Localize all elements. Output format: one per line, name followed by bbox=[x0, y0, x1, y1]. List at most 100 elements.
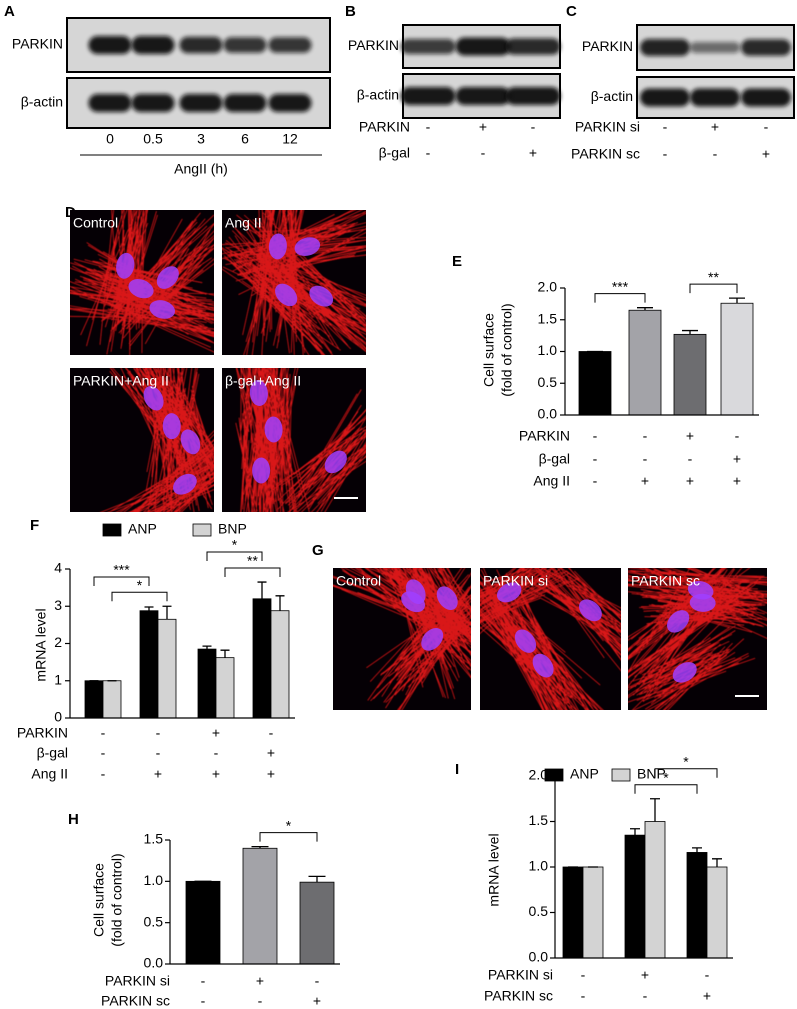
blot-band bbox=[179, 36, 223, 54]
blot-band bbox=[690, 42, 740, 53]
y-axis-label: mRNA level bbox=[486, 833, 502, 906]
blot-band bbox=[400, 87, 456, 105]
bar bbox=[157, 618, 177, 719]
condition-sign: + bbox=[711, 119, 719, 135]
error-bar bbox=[630, 828, 640, 836]
condition-sign: - bbox=[214, 745, 219, 761]
cells bbox=[480, 568, 621, 710]
bar bbox=[562, 866, 584, 959]
bar bbox=[673, 333, 707, 416]
condition-name: PARKIN sc bbox=[101, 993, 170, 1009]
y-tick-label: 1.5 bbox=[529, 812, 549, 828]
bar bbox=[582, 866, 604, 959]
legend-swatch bbox=[544, 768, 564, 782]
error-bar bbox=[712, 858, 722, 867]
condition-sign: - bbox=[688, 451, 693, 467]
blot-band bbox=[505, 38, 561, 55]
significance-label: *** bbox=[113, 562, 130, 578]
error-bar bbox=[144, 606, 154, 611]
blot-row-label: β-actin bbox=[21, 94, 63, 110]
blot-band bbox=[640, 88, 690, 107]
panel-letter: I bbox=[455, 761, 459, 778]
image-caption: Control bbox=[73, 215, 118, 231]
condition-sign: - bbox=[426, 119, 431, 135]
condition-sign: - bbox=[531, 119, 536, 135]
condition-sign: + bbox=[313, 993, 321, 1009]
nucleus bbox=[252, 457, 271, 484]
blot-band bbox=[268, 94, 312, 112]
image-caption: β-gal+Ang II bbox=[225, 373, 301, 389]
cells bbox=[628, 568, 767, 710]
bar bbox=[215, 657, 235, 719]
condition-name: PARKIN si bbox=[105, 973, 170, 989]
nucleus bbox=[687, 580, 714, 600]
condition-sign: + bbox=[267, 766, 275, 782]
cells bbox=[100, 368, 214, 512]
bar bbox=[270, 610, 290, 719]
y-tick-label: 0.0 bbox=[538, 406, 558, 422]
error-bar bbox=[637, 307, 653, 311]
y-axis-label: Cell surface bbox=[91, 863, 107, 937]
significance-bracket bbox=[689, 283, 738, 294]
nucleus bbox=[405, 579, 426, 605]
nucleus bbox=[116, 252, 135, 279]
condition-sign: - bbox=[426, 145, 431, 161]
condition-sign: - bbox=[101, 766, 106, 782]
lane-label: 0.5 bbox=[143, 131, 163, 147]
micrograph bbox=[333, 568, 471, 710]
error-bar bbox=[729, 297, 745, 304]
blot-band bbox=[505, 87, 561, 105]
lane-label: 6 bbox=[241, 131, 249, 147]
blot-band bbox=[741, 88, 791, 107]
blot-band bbox=[268, 37, 312, 53]
condition-sign: + bbox=[154, 766, 162, 782]
blot-band bbox=[690, 88, 740, 107]
nucleus bbox=[249, 380, 268, 406]
legend-label: BNP bbox=[218, 521, 247, 537]
legend-label: ANP bbox=[128, 521, 157, 537]
legend-label: ANP bbox=[570, 766, 599, 782]
blot-band bbox=[455, 87, 511, 105]
y-tick-label: 0.5 bbox=[529, 903, 549, 919]
error-bar bbox=[257, 581, 267, 599]
condition-sign: - bbox=[481, 145, 486, 161]
condition-sign: + bbox=[686, 473, 694, 489]
micrograph bbox=[70, 368, 214, 512]
nucleus bbox=[421, 627, 444, 651]
significance-label: ** bbox=[247, 553, 258, 569]
y-tick-label: 1.0 bbox=[144, 872, 164, 888]
blot-band bbox=[741, 39, 791, 56]
micrograph bbox=[628, 568, 767, 710]
condition-sign: + bbox=[641, 473, 649, 489]
nucleus bbox=[514, 629, 537, 653]
nucleus bbox=[143, 385, 164, 411]
legend-swatch bbox=[611, 768, 631, 782]
nucleus bbox=[578, 599, 602, 622]
condition-sign: + bbox=[641, 967, 649, 983]
blot-band bbox=[400, 39, 456, 54]
condition-name: β-gal bbox=[379, 145, 410, 161]
condition-sign: - bbox=[156, 725, 161, 741]
condition-sign: - bbox=[581, 967, 586, 983]
condition-sign: - bbox=[593, 428, 598, 444]
y-axis-label: Cell surface bbox=[481, 313, 497, 387]
blot-row-label: PARKIN bbox=[348, 37, 399, 53]
cells bbox=[235, 368, 366, 512]
condition-sign: - bbox=[581, 988, 586, 1004]
image-caption: Control bbox=[336, 573, 381, 589]
condition-sign: - bbox=[593, 473, 598, 489]
nucleus bbox=[689, 593, 716, 612]
nucleus bbox=[294, 237, 321, 256]
condition-sign: - bbox=[705, 967, 710, 983]
nucleus bbox=[180, 429, 201, 455]
cells bbox=[333, 568, 471, 710]
bar bbox=[706, 866, 728, 959]
significance-bracket bbox=[594, 293, 646, 303]
y-axis-label: (fold of control) bbox=[109, 853, 125, 946]
y-axis-label: mRNA level bbox=[33, 608, 49, 681]
y-tick-label: 2.0 bbox=[529, 767, 549, 783]
bar bbox=[252, 598, 272, 719]
condition-sign: - bbox=[156, 745, 161, 761]
significance-label: *** bbox=[612, 278, 629, 294]
